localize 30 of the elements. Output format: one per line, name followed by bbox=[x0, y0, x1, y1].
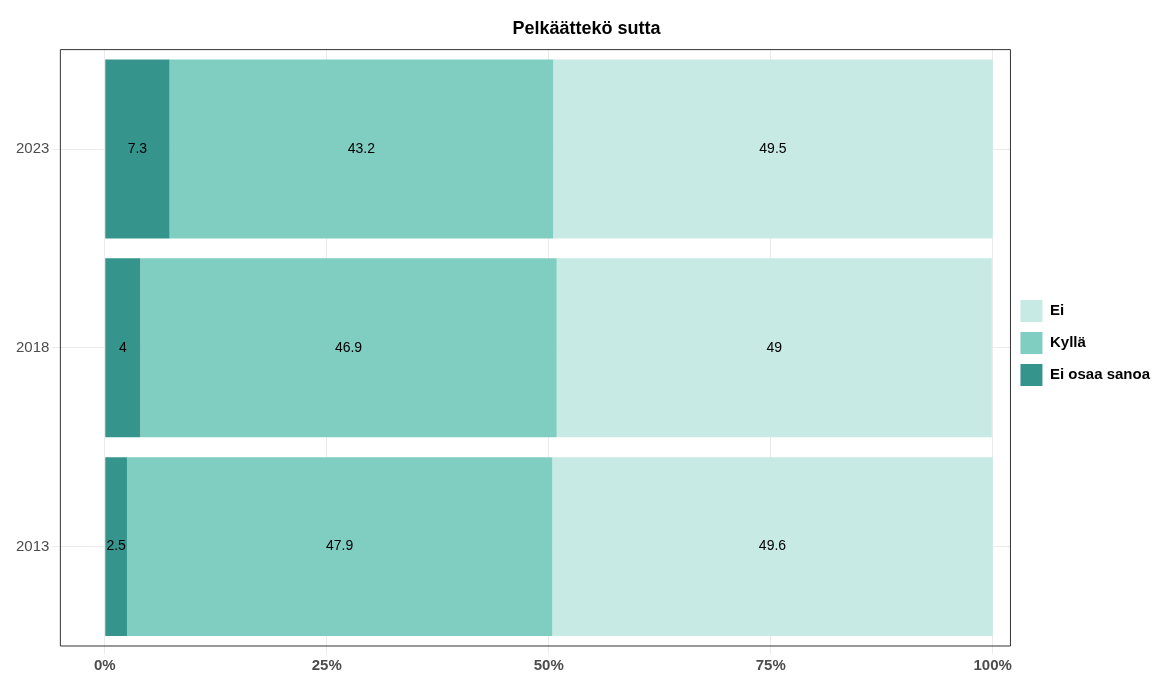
data-label: 49.5 bbox=[759, 139, 787, 156]
data-label: 46.9 bbox=[334, 338, 363, 355]
data-label: 49 bbox=[766, 338, 783, 355]
bar bbox=[553, 59, 993, 239]
x-tick-label: 75% bbox=[755, 656, 786, 674]
legend-label: Ei osaa sanoa bbox=[1049, 365, 1151, 383]
bar bbox=[552, 457, 993, 637]
data-label: 49.6 bbox=[758, 537, 787, 554]
chart-title: Pelkäättekö sutta bbox=[512, 17, 662, 38]
x-tick-label: 100% bbox=[973, 656, 1012, 674]
bar bbox=[105, 457, 127, 637]
legend-label: Ei bbox=[1049, 301, 1065, 319]
data-label: 2.5 bbox=[106, 537, 127, 554]
data-label: 47.9 bbox=[326, 537, 354, 554]
data-label: 4 bbox=[118, 338, 127, 355]
y-tick-label: 2018 bbox=[15, 337, 50, 355]
data-label: 43.2 bbox=[347, 139, 376, 156]
bar bbox=[140, 258, 557, 438]
bar bbox=[169, 59, 554, 239]
legend-label: Kyllä bbox=[1049, 333, 1087, 351]
y-tick-label: 2023 bbox=[15, 139, 50, 157]
bar bbox=[105, 258, 141, 438]
y-tick-label: 2013 bbox=[15, 536, 50, 554]
data-label: 7.3 bbox=[127, 139, 148, 156]
bar bbox=[105, 59, 170, 239]
bar bbox=[126, 457, 553, 637]
x-tick-label: 50% bbox=[533, 656, 564, 674]
bar bbox=[556, 258, 992, 438]
x-tick-label: 25% bbox=[311, 656, 342, 674]
x-tick-label: 0% bbox=[93, 656, 116, 674]
